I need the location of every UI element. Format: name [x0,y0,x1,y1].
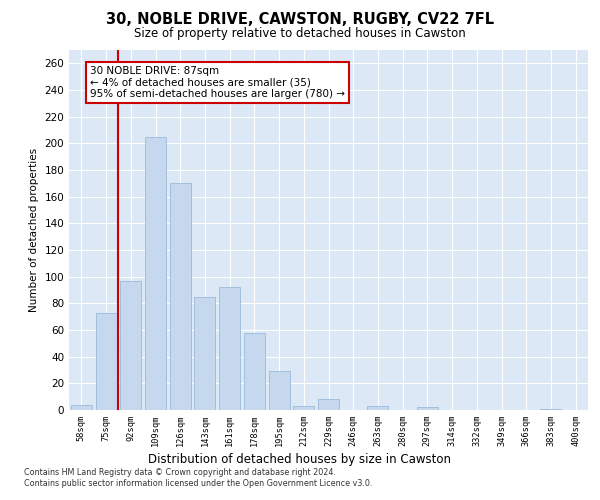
Bar [71,404,92,410]
Text: 30, NOBLE DRIVE, CAWSTON, RUGBY, CV22 7FL: 30, NOBLE DRIVE, CAWSTON, RUGBY, CV22 7F… [106,12,494,28]
Text: Contains HM Land Registry data © Crown copyright and database right 2024.
Contai: Contains HM Land Registry data © Crown c… [24,468,373,487]
Bar [194,296,215,410]
Bar [293,406,314,410]
Bar [417,408,438,410]
Bar [541,408,562,410]
Text: Size of property relative to detached houses in Cawston: Size of property relative to detached ho… [134,28,466,40]
Bar [367,406,388,410]
Bar [269,372,290,410]
Bar [95,312,116,410]
Bar [145,136,166,410]
Text: Distribution of detached houses by size in Cawston: Distribution of detached houses by size … [149,452,452,466]
Text: 30 NOBLE DRIVE: 87sqm
← 4% of detached houses are smaller (35)
95% of semi-detac: 30 NOBLE DRIVE: 87sqm ← 4% of detached h… [90,66,345,99]
Bar [244,332,265,410]
Bar [170,184,191,410]
Bar [318,400,339,410]
Y-axis label: Number of detached properties: Number of detached properties [29,148,39,312]
Bar [120,280,141,410]
Bar [219,288,240,410]
